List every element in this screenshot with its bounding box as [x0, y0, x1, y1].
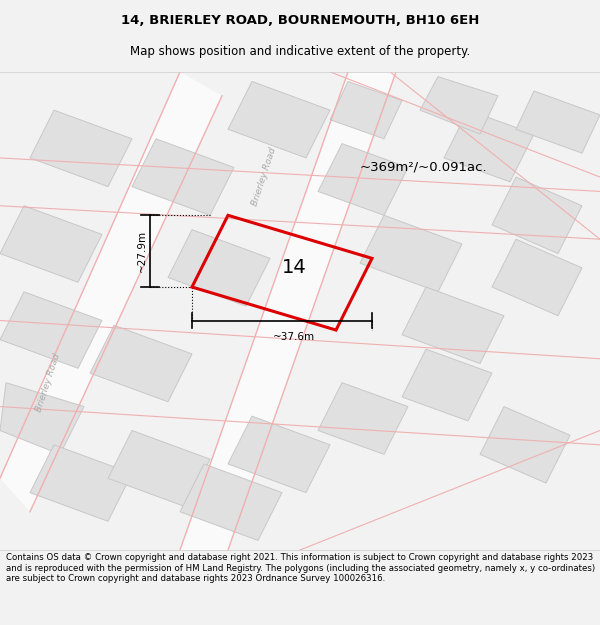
Polygon shape — [480, 406, 570, 483]
Polygon shape — [402, 287, 504, 364]
Polygon shape — [132, 139, 234, 215]
Text: 14, BRIERLEY ROAD, BOURNEMOUTH, BH10 6EH: 14, BRIERLEY ROAD, BOURNEMOUTH, BH10 6EH — [121, 14, 479, 27]
Text: ~37.6m: ~37.6m — [273, 332, 315, 342]
Text: Contains OS data © Crown copyright and database right 2021. This information is : Contains OS data © Crown copyright and d… — [6, 553, 595, 583]
Polygon shape — [228, 416, 330, 492]
Text: ~369m²/~0.091ac.: ~369m²/~0.091ac. — [360, 161, 488, 174]
Polygon shape — [0, 72, 222, 512]
Polygon shape — [30, 110, 132, 187]
Polygon shape — [0, 292, 102, 368]
Polygon shape — [0, 206, 102, 282]
Text: ~27.9m: ~27.9m — [137, 230, 147, 272]
Polygon shape — [318, 144, 408, 215]
Text: Brierley Road: Brierley Road — [250, 147, 278, 208]
Polygon shape — [360, 215, 462, 292]
Text: 14: 14 — [281, 258, 307, 278]
Polygon shape — [180, 72, 396, 550]
Polygon shape — [492, 177, 582, 254]
Polygon shape — [90, 325, 192, 402]
Polygon shape — [516, 91, 600, 153]
Polygon shape — [168, 229, 270, 306]
Polygon shape — [228, 81, 330, 158]
Polygon shape — [30, 445, 132, 521]
Polygon shape — [492, 239, 582, 316]
Polygon shape — [444, 110, 534, 182]
Polygon shape — [330, 81, 402, 139]
Polygon shape — [402, 349, 492, 421]
Polygon shape — [0, 382, 84, 454]
Polygon shape — [420, 77, 498, 134]
Polygon shape — [180, 464, 282, 541]
Text: Brierley Road: Brierley Road — [34, 352, 62, 413]
Polygon shape — [108, 431, 210, 507]
Polygon shape — [318, 382, 408, 454]
Text: Map shows position and indicative extent of the property.: Map shows position and indicative extent… — [130, 45, 470, 58]
